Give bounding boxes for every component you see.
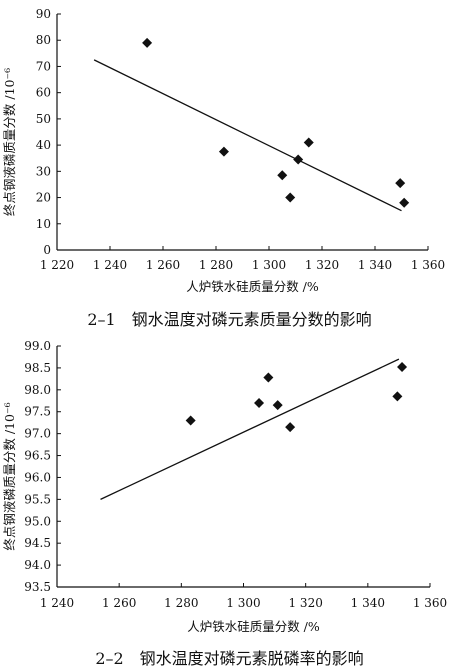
x-tick-label: 1 300 xyxy=(252,258,286,272)
y-axis-label: 终点钢液磷质量分数 /10⁻⁶ xyxy=(2,402,17,550)
y-tick-label: 70 xyxy=(36,59,51,73)
x-tick-label: 1 320 xyxy=(288,596,322,610)
x-tick-label: 1 240 xyxy=(40,596,74,610)
x-axis-label: 人炉铁水硅质量分数 /% xyxy=(187,619,320,634)
data-point xyxy=(218,146,229,157)
trend-line xyxy=(100,358,400,500)
x-tick-label: 1 260 xyxy=(146,258,180,272)
data-point xyxy=(277,170,288,181)
y-axis-label: 终点钢液磷质量分数 /10⁻⁶ xyxy=(2,68,17,216)
data-point xyxy=(303,137,314,148)
x-tick-label: 1 300 xyxy=(226,596,260,610)
x-tick-label: 1 360 xyxy=(411,258,445,272)
y-tick-label: 40 xyxy=(36,138,51,152)
y-tick-label: 97.0 xyxy=(24,427,51,441)
y-tick-label: 97.5 xyxy=(24,405,51,419)
y-tick-label: 94.0 xyxy=(24,558,51,572)
data-point xyxy=(392,391,403,402)
y-tick-label: 60 xyxy=(36,86,51,100)
data-point xyxy=(272,400,283,411)
data-point xyxy=(185,415,196,426)
data-point xyxy=(142,37,153,48)
x-tick-label: 1 340 xyxy=(351,596,385,610)
x-tick-label: 1 280 xyxy=(164,596,198,610)
data-point xyxy=(293,154,304,165)
x-tick-label: 1 320 xyxy=(305,258,339,272)
y-tick-label: 96.0 xyxy=(24,470,51,484)
chart-2-1: 0 10 20 30 40 50 60 70 80 90 1 220 1 240 1 260 1 280 1… xyxy=(2,7,445,294)
figure-caption: 2–2 钢水温度对磷元素脱磷率的影响 xyxy=(95,649,364,668)
x-tick-label: 1 240 xyxy=(93,258,127,272)
y-tick-label: 99.0 xyxy=(24,339,51,353)
y-tick-label: 90 xyxy=(36,7,51,21)
y-tick-label: 50 xyxy=(36,112,51,126)
y-tick-label: 95.0 xyxy=(24,514,51,528)
y-tick-label: 94.5 xyxy=(24,536,51,550)
chart-2-2: 93.5 94.0 94.5 95.0 95.5 96.0 96.5 97.0 97.5 98.0… xyxy=(2,339,447,634)
y-tick-label: 0 xyxy=(43,243,51,257)
data-point xyxy=(254,397,265,408)
data-point xyxy=(285,422,296,433)
y-tick-label: 93.5 xyxy=(24,580,51,594)
y-tick-label: 20 xyxy=(36,191,51,205)
x-axis-label: 人炉铁水硅质量分数 /% xyxy=(186,279,319,294)
data-point xyxy=(399,197,410,208)
y-tick-label: 96.5 xyxy=(24,449,51,463)
figure-2-2: 93.5 94.0 94.5 95.0 95.5 96.0 96.5 97.0 97.5 98.0… xyxy=(0,335,459,671)
x-tick-label: 1 220 xyxy=(40,258,74,272)
x-tick-label: 1 260 xyxy=(102,596,136,610)
x-tick-label: 1 280 xyxy=(199,258,233,272)
y-tick-label: 10 xyxy=(36,217,51,231)
x-tick-label: 1 360 xyxy=(413,596,447,610)
y-tick-label: 80 xyxy=(36,33,51,47)
data-point xyxy=(263,372,274,383)
trend-line xyxy=(93,59,402,212)
y-tick-label: 95.5 xyxy=(24,492,51,506)
data-point xyxy=(395,178,406,189)
figure-2-1: 0 10 20 30 40 50 60 70 80 90 1 220 1 240 1 260 1 280 1… xyxy=(0,0,459,335)
x-tick-label: 1 340 xyxy=(358,258,392,272)
y-tick-label: 30 xyxy=(36,164,51,178)
data-point xyxy=(285,192,296,203)
y-tick-label: 98.0 xyxy=(24,383,51,397)
figure-caption: 2–1 钢水温度对磷元素质量分数的影响 xyxy=(87,310,372,329)
y-tick-label: 98.5 xyxy=(24,361,51,375)
data-point xyxy=(397,362,408,373)
